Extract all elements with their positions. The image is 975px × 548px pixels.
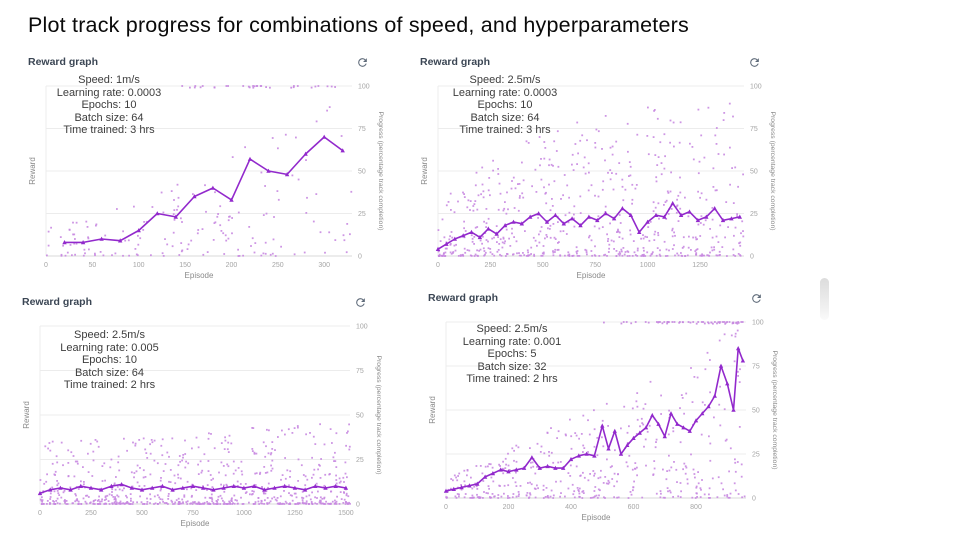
svg-text:Reward: Reward	[420, 157, 429, 185]
svg-text:Reward: Reward	[22, 401, 31, 429]
svg-text:0: 0	[356, 502, 360, 509]
chart-area: Speed: 2.5m/s Learning rate: 0.001 Epoch…	[428, 306, 780, 526]
reward-graph-panel-bottom-left: Reward graph Speed: 2.5m/s Learning rate…	[22, 290, 384, 532]
panel-title: Reward graph	[28, 56, 99, 68]
svg-text:500: 500	[136, 510, 148, 517]
svg-text:750: 750	[187, 510, 199, 517]
page-title: Plot track progress for combinations of …	[28, 13, 689, 37]
scrollbar-thumb[interactable]	[820, 278, 829, 320]
panel-title: Reward graph	[428, 292, 499, 304]
svg-text:100: 100	[133, 262, 145, 269]
reward-progress-chart: 0 25 50 75 100 0 200 400 600 800 Episode Reward Prog…	[428, 320, 778, 523]
svg-text:1000: 1000	[236, 510, 252, 517]
svg-text:25: 25	[752, 452, 760, 459]
panel-header: Reward graph	[428, 286, 780, 306]
svg-text:Progress (percentage track com: Progress (percentage track completion)	[771, 351, 778, 470]
svg-text:1500: 1500	[338, 510, 354, 517]
svg-text:Progress (percentage track com: Progress (percentage track completion)	[377, 112, 384, 231]
svg-text:50: 50	[356, 413, 364, 420]
svg-text:500: 500	[537, 262, 549, 269]
svg-text:Episode: Episode	[582, 513, 611, 522]
svg-text:50: 50	[358, 169, 366, 176]
svg-text:100: 100	[356, 324, 368, 331]
svg-text:75: 75	[358, 126, 366, 133]
panel-title: Reward graph	[420, 56, 491, 68]
chart-area: Speed: 1m/s Learning rate: 0.0003 Epochs…	[28, 70, 386, 284]
svg-text:25: 25	[358, 211, 366, 218]
refresh-button[interactable]	[747, 55, 762, 70]
refresh-button[interactable]	[749, 291, 764, 306]
svg-text:25: 25	[356, 457, 364, 464]
panel-header: Reward graph	[22, 290, 384, 310]
svg-text:Progress (percentage track com: Progress (percentage track completion)	[375, 356, 382, 475]
reward-progress-chart: 0 25 50 75 100 0 50 100 150 200 250 300 Episode Rewar…	[28, 84, 384, 281]
svg-text:0: 0	[358, 254, 362, 261]
reward-graph-panel-top-right: Reward graph Speed: 2.5m/s Learning rate…	[420, 50, 778, 284]
svg-text:250: 250	[272, 262, 284, 269]
svg-text:100: 100	[358, 84, 370, 91]
chart-area: Speed: 2.5m/s Learning rate: 0.0003 Epoc…	[420, 70, 778, 284]
svg-text:Progress (percentage track com: Progress (percentage track completion)	[769, 112, 776, 231]
svg-text:0: 0	[752, 496, 756, 503]
svg-text:150: 150	[179, 262, 191, 269]
panel-title: Reward graph	[22, 296, 93, 308]
svg-text:250: 250	[485, 262, 497, 269]
svg-text:Episode: Episode	[577, 271, 606, 280]
reward-graph-panel-top-left: Reward graph Speed: 1m/s Learning rate: …	[28, 50, 386, 284]
svg-text:75: 75	[750, 126, 758, 133]
svg-text:75: 75	[356, 368, 364, 375]
refresh-icon	[752, 293, 761, 303]
svg-text:25: 25	[750, 211, 758, 218]
panel-header: Reward graph	[420, 50, 778, 70]
chart-area: Speed: 2.5m/s Learning rate: 0.005 Epoch…	[22, 310, 384, 532]
refresh-icon	[356, 297, 365, 307]
svg-text:Reward: Reward	[28, 157, 37, 185]
svg-text:0: 0	[436, 262, 440, 269]
svg-text:50: 50	[88, 262, 96, 269]
svg-text:0: 0	[750, 254, 754, 261]
svg-text:250: 250	[85, 510, 97, 517]
svg-text:0: 0	[38, 510, 42, 517]
svg-text:1250: 1250	[287, 510, 303, 517]
svg-text:75: 75	[752, 364, 760, 371]
svg-text:1250: 1250	[692, 262, 708, 269]
svg-text:100: 100	[750, 84, 762, 91]
refresh-button[interactable]	[355, 55, 370, 70]
svg-text:0: 0	[44, 262, 48, 269]
svg-text:600: 600	[628, 504, 640, 511]
svg-text:800: 800	[690, 504, 702, 511]
svg-text:300: 300	[318, 262, 330, 269]
svg-text:100: 100	[752, 320, 764, 327]
svg-text:Reward: Reward	[428, 396, 437, 424]
refresh-button[interactable]	[353, 295, 368, 310]
refresh-icon	[750, 57, 759, 67]
reward-graph-panel-bottom-right: Reward graph Speed: 2.5m/s Learning rate…	[428, 286, 780, 526]
svg-text:50: 50	[750, 169, 758, 176]
refresh-icon	[358, 57, 367, 67]
svg-text:200: 200	[226, 262, 238, 269]
svg-text:Episode: Episode	[185, 271, 214, 280]
svg-text:Episode: Episode	[181, 519, 210, 528]
panel-header: Reward graph	[28, 50, 386, 70]
svg-text:50: 50	[752, 408, 760, 415]
svg-text:200: 200	[503, 504, 515, 511]
svg-text:750: 750	[589, 262, 601, 269]
svg-text:1000: 1000	[640, 262, 656, 269]
svg-text:0: 0	[444, 504, 448, 511]
svg-text:400: 400	[565, 504, 577, 511]
